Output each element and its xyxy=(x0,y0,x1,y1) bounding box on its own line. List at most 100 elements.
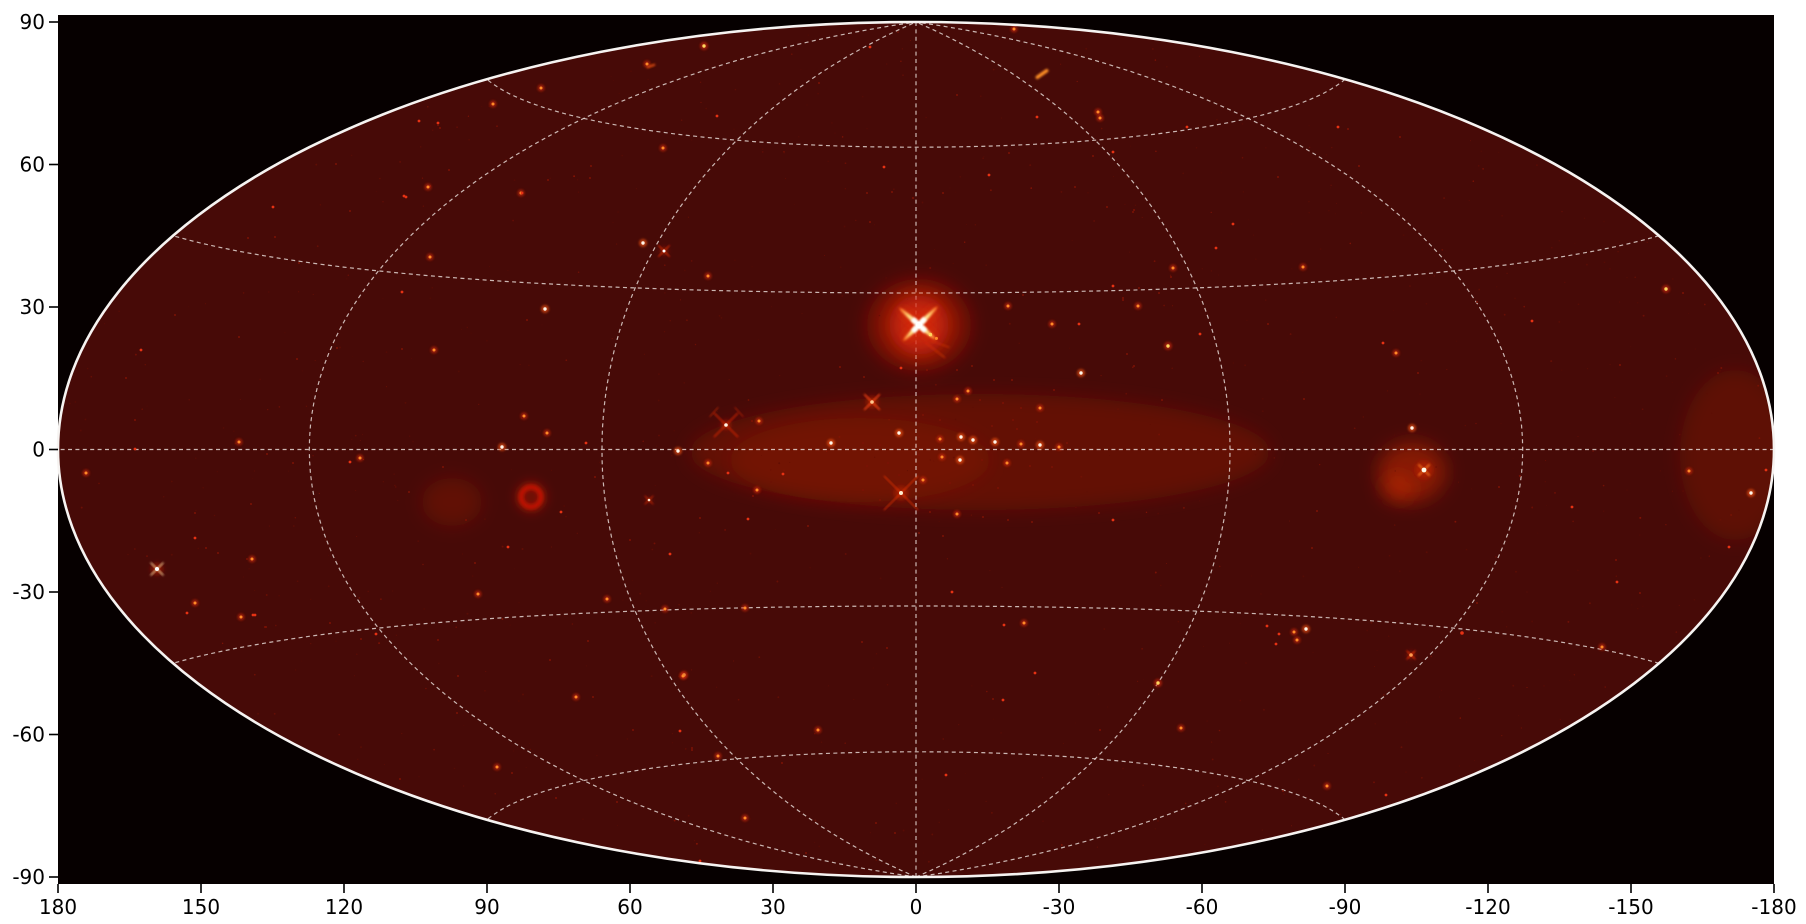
point-source xyxy=(678,729,682,733)
point-source xyxy=(941,191,945,195)
point-source xyxy=(743,606,747,610)
y-tick-label: 30 xyxy=(20,295,45,319)
point-source xyxy=(996,486,1000,490)
parallel-line xyxy=(486,751,1346,821)
point-source xyxy=(1050,322,1054,326)
point-source xyxy=(817,81,821,85)
point-source xyxy=(702,44,706,48)
point-source xyxy=(1166,344,1170,348)
point-source xyxy=(335,346,339,350)
point-source xyxy=(407,490,411,494)
point-source xyxy=(645,62,649,66)
point-source xyxy=(432,348,436,352)
point-source xyxy=(591,695,595,699)
point-source xyxy=(456,674,460,678)
point-source xyxy=(970,364,974,368)
point-source xyxy=(438,126,442,130)
cross-psf-source xyxy=(657,244,671,258)
x-tick-label: -150 xyxy=(1608,895,1653,919)
point-source xyxy=(436,638,440,642)
point-source xyxy=(1033,671,1037,675)
point-source xyxy=(417,119,421,123)
x-tick-label: 120 xyxy=(325,895,363,919)
x-tick-label: 60 xyxy=(617,895,642,919)
point-source xyxy=(1006,304,1010,308)
point-source xyxy=(1111,284,1115,288)
point-source xyxy=(605,597,609,601)
point-source xyxy=(1716,371,1720,375)
point-source xyxy=(245,557,249,561)
point-source xyxy=(1136,304,1140,308)
ring-nebula xyxy=(518,484,544,510)
point-source xyxy=(716,754,720,758)
point-source xyxy=(436,121,440,125)
point-source xyxy=(464,518,468,522)
point-source xyxy=(941,534,945,538)
point-source xyxy=(1005,461,1009,465)
point-source xyxy=(1301,265,1305,269)
point-source xyxy=(780,761,784,765)
point-source xyxy=(1171,266,1175,270)
point-source xyxy=(250,557,254,561)
cross-psf-source xyxy=(1406,650,1416,660)
point-source xyxy=(862,375,866,379)
point-source xyxy=(1185,125,1189,129)
point-source xyxy=(1475,601,1479,605)
point-source xyxy=(359,637,363,641)
point-source xyxy=(588,176,592,180)
point-source xyxy=(1019,406,1023,410)
point-source xyxy=(897,473,901,477)
point-source xyxy=(1302,397,1306,401)
point-source xyxy=(404,195,408,199)
point-source xyxy=(1614,558,1618,562)
y-tick-label: -60 xyxy=(12,723,45,747)
point-source xyxy=(1749,491,1753,495)
point-source xyxy=(992,378,996,382)
y-tick-label: 60 xyxy=(20,153,45,177)
axis-tick-labels: 180 150 120 90 60 30 0 -30 -60 -90 -120 -150 -180 90 6… xyxy=(12,10,1796,919)
x-tick-label: -30 xyxy=(1043,895,1076,919)
point-source xyxy=(84,471,88,475)
point-source xyxy=(1394,351,1398,355)
cross-psf-source xyxy=(150,562,164,576)
point-source xyxy=(374,632,378,636)
point-source xyxy=(868,45,872,49)
point-source xyxy=(690,748,694,752)
point-source xyxy=(874,821,878,825)
point-source xyxy=(1266,322,1270,326)
point-source xyxy=(628,538,632,542)
point-source xyxy=(291,461,295,465)
point-source xyxy=(253,613,257,617)
point-source xyxy=(1518,474,1522,478)
point-source xyxy=(865,191,869,195)
point-source xyxy=(1727,545,1731,549)
point-source xyxy=(1022,621,1026,625)
point-source xyxy=(990,424,994,428)
point-source xyxy=(1179,726,1183,730)
point-source xyxy=(948,481,952,485)
point-source xyxy=(398,777,402,781)
parallel-line xyxy=(172,235,1660,294)
point-source xyxy=(455,711,459,715)
x-tick-label: 150 xyxy=(182,895,220,919)
point-source xyxy=(237,335,241,339)
point-source xyxy=(1276,175,1280,179)
point-source xyxy=(1169,275,1173,279)
x-tick-label: -60 xyxy=(1186,895,1219,919)
point-source xyxy=(631,728,635,732)
point-source xyxy=(938,437,942,441)
point-source xyxy=(476,592,480,596)
point-source xyxy=(545,431,549,435)
point-source xyxy=(495,765,499,769)
y-tick-label: -30 xyxy=(12,580,45,604)
parallel-line xyxy=(486,78,1346,148)
point-source xyxy=(1336,125,1340,129)
point-source xyxy=(348,209,352,213)
point-source xyxy=(1011,418,1015,422)
point-source xyxy=(586,639,590,643)
point-source xyxy=(1277,632,1281,636)
point-source xyxy=(955,397,959,401)
point-source xyxy=(959,435,963,439)
point-source xyxy=(204,546,208,550)
